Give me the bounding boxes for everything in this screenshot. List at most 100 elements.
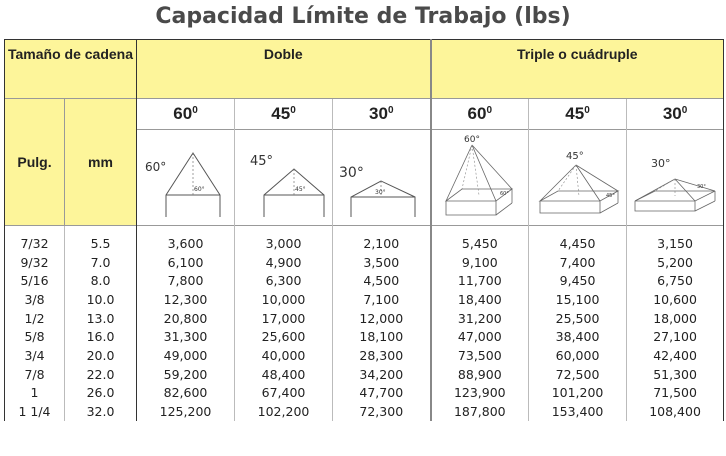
- cell-triple-45: 38,400: [528, 327, 627, 347]
- cell-triple-30: 10,600: [626, 290, 725, 309]
- cell-double-30: 18,100: [332, 327, 432, 347]
- cell-double-30: 12,000: [332, 308, 432, 328]
- cell-triple-30: 5,200: [626, 252, 725, 272]
- table-row: 1 26.0 82,600 67,400 47,700 123,900 101,…: [4, 383, 725, 403]
- double-30-diagram: 30° 30°: [332, 129, 432, 226]
- page-title: Capacidad Límite de Trabajo (lbs): [155, 4, 571, 29]
- double-60-diagram: 60° 60°: [136, 129, 235, 226]
- cell-triple-60: 9,100: [430, 252, 529, 272]
- cell-double-45: 102,200: [234, 402, 333, 421]
- cell-triple-30: 6,750: [626, 271, 725, 291]
- cell-inches: 9/32: [4, 252, 65, 272]
- cell-triple-60: 123,900: [430, 383, 529, 403]
- cell-double-60: 3,600: [136, 224, 235, 253]
- cell-triple-60: 88,900: [430, 364, 529, 384]
- cell-double-45: 25,600: [234, 327, 333, 347]
- table-row: 5/8 16.0 31,300 25,600 18,100 47,000 38,…: [4, 327, 725, 347]
- cell-double-45: 48,400: [234, 364, 333, 384]
- cell-triple-60: 47,000: [430, 327, 529, 347]
- cell-double-60: 6,100: [136, 252, 235, 272]
- svg-text:45°: 45°: [295, 186, 306, 193]
- table-row: 1 1/4 32.0 125,200 102,200 72,300 187,80…: [4, 402, 725, 421]
- cell-inches: 1: [4, 383, 65, 403]
- cell-inches: 7/32: [4, 224, 65, 253]
- cell-triple-30: 42,400: [626, 346, 725, 365]
- cell-mm: 16.0: [63, 327, 138, 347]
- cell-double-30: 2,100: [332, 224, 432, 253]
- table-row: 3/8 10.0 12,300 10,000 7,100 18,400 15,1…: [4, 290, 725, 309]
- cell-triple-60: 11,700: [430, 271, 529, 291]
- svg-text:60°: 60°: [464, 135, 480, 145]
- double-header: Doble: [136, 39, 432, 99]
- svg-text:30°: 30°: [697, 184, 706, 190]
- cell-triple-30: 27,100: [626, 327, 725, 347]
- cell-double-60: 7,800: [136, 271, 235, 291]
- cell-mm: 22.0: [63, 364, 138, 384]
- cell-triple-45: 72,500: [528, 364, 627, 384]
- svg-text:45°: 45°: [606, 193, 615, 199]
- cell-triple-60: 187,800: [430, 402, 529, 421]
- cell-triple-45: 4,450: [528, 224, 627, 253]
- cell-triple-45: 60,000: [528, 346, 627, 365]
- cell-double-30: 4,500: [332, 271, 432, 291]
- svg-text:45°: 45°: [250, 154, 273, 169]
- cell-mm: 10.0: [63, 290, 138, 309]
- cell-double-45: 6,300: [234, 271, 333, 291]
- cell-mm: 7.0: [63, 252, 138, 272]
- cell-triple-60: 73,500: [430, 346, 529, 365]
- unit-inches-header: Pulg.: [4, 98, 65, 226]
- cell-double-45: 67,400: [234, 383, 333, 403]
- cell-double-60: 12,300: [136, 290, 235, 309]
- cell-double-60: 20,800: [136, 308, 235, 328]
- cell-inches: 3/4: [4, 346, 65, 365]
- cell-double-45: 4,900: [234, 252, 333, 272]
- cell-triple-60: 31,200: [430, 308, 529, 328]
- svg-text:60°: 60°: [194, 186, 205, 193]
- cell-double-45: 40,000: [234, 346, 333, 365]
- triple-header: Triple o cuádruple: [430, 39, 725, 99]
- cell-inches: 1 1/4: [4, 402, 65, 421]
- cell-inches: 5/8: [4, 327, 65, 347]
- cell-triple-30: 51,300: [626, 364, 725, 384]
- cell-double-30: 3,500: [332, 252, 432, 272]
- triple-60-diagram: 60° 60°: [430, 129, 529, 226]
- table-row: 7/8 22.0 59,200 48,400 34,200 88,900 72,…: [4, 364, 725, 384]
- cell-double-45: 10,000: [234, 290, 333, 309]
- angle-double-60: 600: [136, 98, 235, 130]
- cell-triple-45: 153,400: [528, 402, 627, 421]
- cell-triple-45: 7,400: [528, 252, 627, 272]
- double-45-diagram: 45° 45°: [234, 129, 333, 226]
- cell-double-60: 59,200: [136, 364, 235, 384]
- cell-double-45: 17,000: [234, 308, 333, 328]
- angle-triple-60: 600: [430, 98, 529, 130]
- cell-inches: 5/16: [4, 271, 65, 291]
- table-row: 5/16 8.0 7,800 6,300 4,500 11,700 9,450 …: [4, 271, 725, 291]
- cell-double-60: 125,200: [136, 402, 235, 421]
- table-row: 3/4 20.0 49,000 40,000 28,300 73,500 60,…: [4, 346, 725, 365]
- cell-triple-45: 9,450: [528, 271, 627, 291]
- angle-triple-45: 450: [528, 98, 627, 130]
- svg-text:30°: 30°: [375, 189, 386, 196]
- cell-triple-60: 5,450: [430, 224, 529, 253]
- cell-triple-30: 3,150: [626, 224, 725, 253]
- cell-triple-45: 101,200: [528, 383, 627, 403]
- angle-double-45: 450: [234, 98, 333, 130]
- cell-double-30: 34,200: [332, 364, 432, 384]
- svg-text:30°: 30°: [339, 165, 364, 181]
- cell-triple-45: 25,500: [528, 308, 627, 328]
- cell-double-30: 47,700: [332, 383, 432, 403]
- cell-double-45: 3,000: [234, 224, 333, 253]
- cell-mm: 8.0: [63, 271, 138, 291]
- chain-size-header: Tamaño de cadena: [3, 39, 138, 99]
- cell-double-60: 49,000: [136, 346, 235, 365]
- svg-text:30°: 30°: [651, 157, 671, 170]
- table-row: 1/2 13.0 20,800 17,000 12,000 31,200 25,…: [4, 308, 725, 328]
- table-row: 9/32 7.0 6,100 4,900 3,500 9,100 7,400 5…: [4, 252, 725, 272]
- cell-triple-30: 108,400: [626, 402, 725, 421]
- cell-mm: 20.0: [63, 346, 138, 365]
- unit-mm-header: mm: [63, 98, 138, 226]
- cell-inches: 7/8: [4, 364, 65, 384]
- cell-triple-60: 18,400: [430, 290, 529, 309]
- svg-text:45°: 45°: [566, 151, 584, 162]
- triple-45-diagram: 45° 45°: [528, 129, 627, 226]
